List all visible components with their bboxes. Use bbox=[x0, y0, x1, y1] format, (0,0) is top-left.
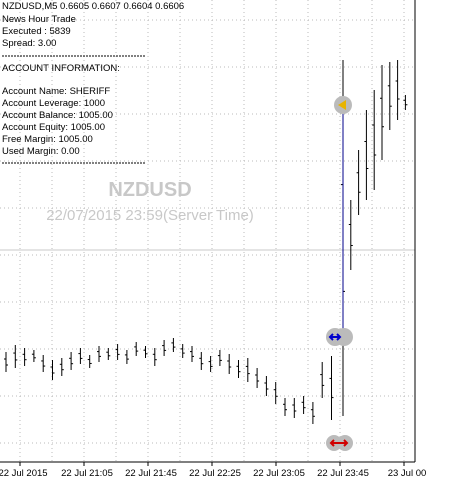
time-label: 22 Jul 22:25 bbox=[189, 468, 241, 479]
time-label: 22 Jul 21:45 bbox=[125, 468, 177, 479]
time-label: 22 Jul 23:05 bbox=[253, 468, 305, 479]
time-label: 22 Jul 21:05 bbox=[61, 468, 113, 479]
grid bbox=[0, 0, 415, 462]
account-row: Free Margin: 1005.00 bbox=[2, 134, 93, 145]
watermark-time: 22/07/2015 23:59(Server Time) bbox=[46, 207, 254, 224]
time-label: 22 Jul 23:45 bbox=[317, 468, 369, 479]
watermark-symbol: NZDUSD bbox=[108, 179, 191, 201]
arrow-icon bbox=[328, 333, 342, 341]
account-row: Account Equity: 1005.00 bbox=[2, 122, 105, 133]
info-line: News Hour Trade bbox=[2, 14, 76, 25]
arrow-icon bbox=[329, 439, 349, 447]
order-marker bbox=[335, 328, 353, 346]
account-row: Account Balance: 1005.00 bbox=[2, 110, 113, 121]
account-row: Account Leverage: 1000 bbox=[2, 98, 105, 109]
time-axis: 22 Jul 2015 22 Jul 21:05 22 Jul 21:45 22 Ju… bbox=[0, 462, 426, 479]
account-row: Account Name: SHERIFF bbox=[2, 86, 110, 97]
time-label: 23 Jul 00 bbox=[388, 468, 427, 479]
info-line: Executed : 5839 bbox=[2, 26, 71, 37]
arrow-icon bbox=[338, 100, 346, 110]
symbol-line: NZDUSD,M5 0.6605 0.6607 0.6604 0.6606 bbox=[2, 1, 184, 12]
info-line: Spread: 3.00 bbox=[2, 38, 56, 49]
account-title: ACCOUNT INFORMATION: bbox=[2, 63, 120, 74]
account-row: Used Margin: 0.00 bbox=[2, 146, 80, 157]
time-label: 22 Jul 2015 bbox=[0, 468, 48, 479]
